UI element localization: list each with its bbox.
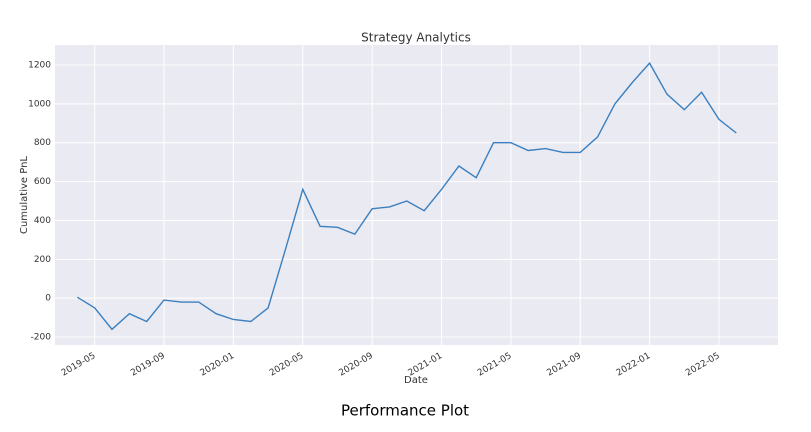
y-tick-label: 800 [34, 138, 51, 148]
line [76, 61, 737, 331]
x-tick-label: 2022-01 [615, 351, 653, 378]
x-tick-label: 2020-01 [199, 351, 237, 378]
y-tick-label: 600 [34, 177, 51, 187]
x-tick-label: 2020-05 [268, 351, 306, 378]
y-tick-label: 0 [45, 294, 51, 304]
x-tick-label: 2019-09 [129, 351, 167, 379]
y-tick-label: -200 [31, 333, 52, 343]
y-tick-label: 1200 [28, 61, 51, 71]
x-tick-label: 2021-05 [476, 351, 514, 378]
x-tick-label: 2022-05 [684, 351, 722, 378]
chart-title: Strategy Analytics [361, 31, 471, 45]
x-tick-label: 2019-05 [60, 351, 98, 378]
x-tick-label: 2020-09 [337, 351, 375, 379]
plot-area [55, 45, 778, 345]
x-tick-label: 2021-09 [545, 351, 583, 379]
y-axis-label: Cumulative PnL [19, 156, 30, 234]
x-axis-label: Date [404, 375, 428, 386]
y-tick-label: 400 [34, 216, 51, 226]
caption: Performance Plot [341, 402, 469, 420]
y-tick-label: 1000 [28, 99, 51, 109]
y-tick-label: 200 [34, 255, 51, 265]
